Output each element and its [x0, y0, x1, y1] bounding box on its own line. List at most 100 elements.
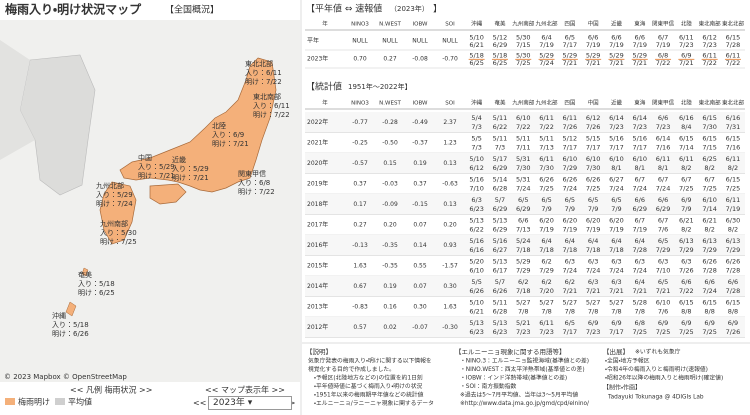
- rainy-end: 7/23: [609, 123, 624, 131]
- rainy-start: 6/15: [726, 299, 741, 307]
- region-in: 入り：6/11: [253, 102, 290, 110]
- rainy-start: 6/5: [588, 196, 598, 204]
- rainy-start: 6/4: [541, 33, 551, 41]
- region-out: 明け：7/21: [138, 172, 175, 180]
- rainy-start: 6/20: [609, 217, 624, 225]
- top-title-end: 】: [433, 4, 442, 15]
- rainy-start: 6/9: [588, 319, 598, 327]
- index-value: 0.20: [383, 221, 397, 228]
- rainy-end: 7/8: [611, 307, 621, 315]
- rainy-end: 6/25: [493, 59, 508, 67]
- rainy-end: 8/2: [704, 164, 714, 172]
- rainy-start: 6/9: [704, 319, 714, 327]
- rainy-start: 5/11: [516, 135, 531, 143]
- rainy-end: 6/29: [516, 205, 531, 213]
- rainy-end: 7/28: [632, 246, 647, 254]
- about-line: 気象庁発表の梅雨入り・明けに関する以下情報を: [308, 357, 432, 365]
- rainy-end: 7/8: [565, 307, 575, 315]
- rainy-end: 7/25: [679, 184, 694, 192]
- rainy-end: 7/30: [586, 164, 601, 172]
- rainy-end: 7/24: [586, 266, 601, 274]
- rainy-start: 6/5: [565, 33, 575, 41]
- rainy-end: 6/29: [632, 205, 647, 213]
- rainy-end: 7/24: [702, 287, 717, 295]
- rainy-end: 7/21: [563, 287, 578, 295]
- region-name: 九州南部: [100, 219, 128, 228]
- rainy-start: 6/3: [635, 258, 645, 266]
- region-name: 奄美: [78, 270, 92, 279]
- year-select[interactable]: 2023年 ▾: [208, 396, 292, 410]
- region-name: 中国: [138, 153, 152, 162]
- rainy-end: 7/21: [679, 59, 694, 67]
- column-header: NINO3: [351, 101, 369, 107]
- year-prev[interactable]: <<: [193, 399, 206, 408]
- rainy-end: 7/16: [726, 143, 741, 151]
- rainy-start: 6/15: [726, 176, 741, 184]
- region-name: 九州北部: [96, 181, 124, 190]
- column-header: 奄美: [494, 20, 506, 28]
- terms-title: 【エルニーニョ現象に関する用語等】: [455, 347, 566, 356]
- rainy-start: 5/11: [493, 135, 508, 143]
- rainy-end: 7/19: [656, 41, 671, 49]
- row-year: 2019年: [307, 179, 328, 187]
- rainy-end: 7/23: [632, 123, 647, 131]
- rainy-end: 6/16: [469, 246, 484, 254]
- rainy-end: 7/9: [611, 205, 621, 213]
- column-header: 奄美: [494, 99, 506, 107]
- column-header: 北陸: [681, 20, 693, 28]
- rainy-end: 7/29: [516, 266, 531, 274]
- legend-nav[interactable]: << 凡例 梅雨状況 >>: [70, 385, 152, 395]
- index-value: 0.13: [443, 160, 457, 167]
- rainy-start: 6/26: [539, 176, 554, 184]
- column-header: 近畿: [611, 20, 623, 28]
- rainy-start: 6/5: [658, 237, 668, 245]
- rainy-start: 6/7: [635, 176, 645, 184]
- column-header: 四国: [564, 21, 576, 28]
- rainy-start: 5/18: [469, 51, 484, 59]
- index-value: 0.67: [353, 283, 367, 290]
- source-line: ・全国・地方予報区: [605, 357, 650, 365]
- rainy-end: 8/2: [728, 164, 738, 172]
- region-name: 東北南部: [253, 92, 281, 101]
- row-year: 2016年: [307, 241, 328, 249]
- index-value: 0.30: [413, 303, 427, 310]
- index-value: 0.55: [413, 262, 427, 269]
- rainy-start: 6/6: [588, 33, 598, 41]
- index-value: -0.03: [382, 180, 398, 187]
- rainy-end: 7/19: [632, 41, 647, 49]
- row-year: 2018年: [307, 200, 328, 208]
- rainy-start: 6/9: [728, 319, 738, 327]
- region-out: 明け：6/26: [52, 330, 89, 338]
- rainy-start: 5/29: [632, 51, 647, 59]
- rainy-end: 7/21: [632, 287, 647, 295]
- index-value: NULL: [442, 38, 458, 45]
- column-header: NINO3: [351, 22, 369, 28]
- row-band: [305, 276, 745, 297]
- rainy-start: 6/6: [658, 196, 668, 204]
- rainy-end: 7/17: [609, 328, 624, 336]
- rainy-end: 8/1: [658, 164, 668, 172]
- rainy-start: 5/27: [516, 299, 531, 307]
- row-year: 2013年: [307, 302, 328, 310]
- rainy-start: 6/6: [635, 33, 645, 41]
- rainy-start: 6/4: [588, 237, 598, 245]
- rainy-end: 7/9: [588, 205, 598, 213]
- column-header: N.WEST: [379, 22, 401, 28]
- rainy-end: 7/19: [586, 225, 601, 233]
- index-value: 0.16: [383, 303, 397, 310]
- year-nav[interactable]: << マップ表示年 >>: [205, 385, 285, 395]
- rainy-end: 8/8: [704, 307, 714, 315]
- rainy-start: 5/16: [469, 237, 484, 245]
- column-header: 四国: [564, 100, 576, 107]
- rainy-start: 5/15: [586, 135, 601, 143]
- rainy-start: 6/26: [726, 258, 741, 266]
- credit-title: 【制作・作画】: [603, 384, 641, 392]
- rainy-start: 5/17: [493, 155, 508, 163]
- terms-line: ※過去は5〜7月平均値、当年は3〜5月平均値: [460, 391, 578, 399]
- rainy-start: 6/15: [679, 135, 694, 143]
- rainy-start: 5/29: [516, 258, 531, 266]
- region-in: 入り：5/18: [78, 280, 115, 288]
- row-band: [305, 317, 745, 338]
- rainy-start: 6/26: [586, 176, 601, 184]
- credit: Tadayuki Tokunaga @ 4DIGIs Lab: [607, 395, 704, 401]
